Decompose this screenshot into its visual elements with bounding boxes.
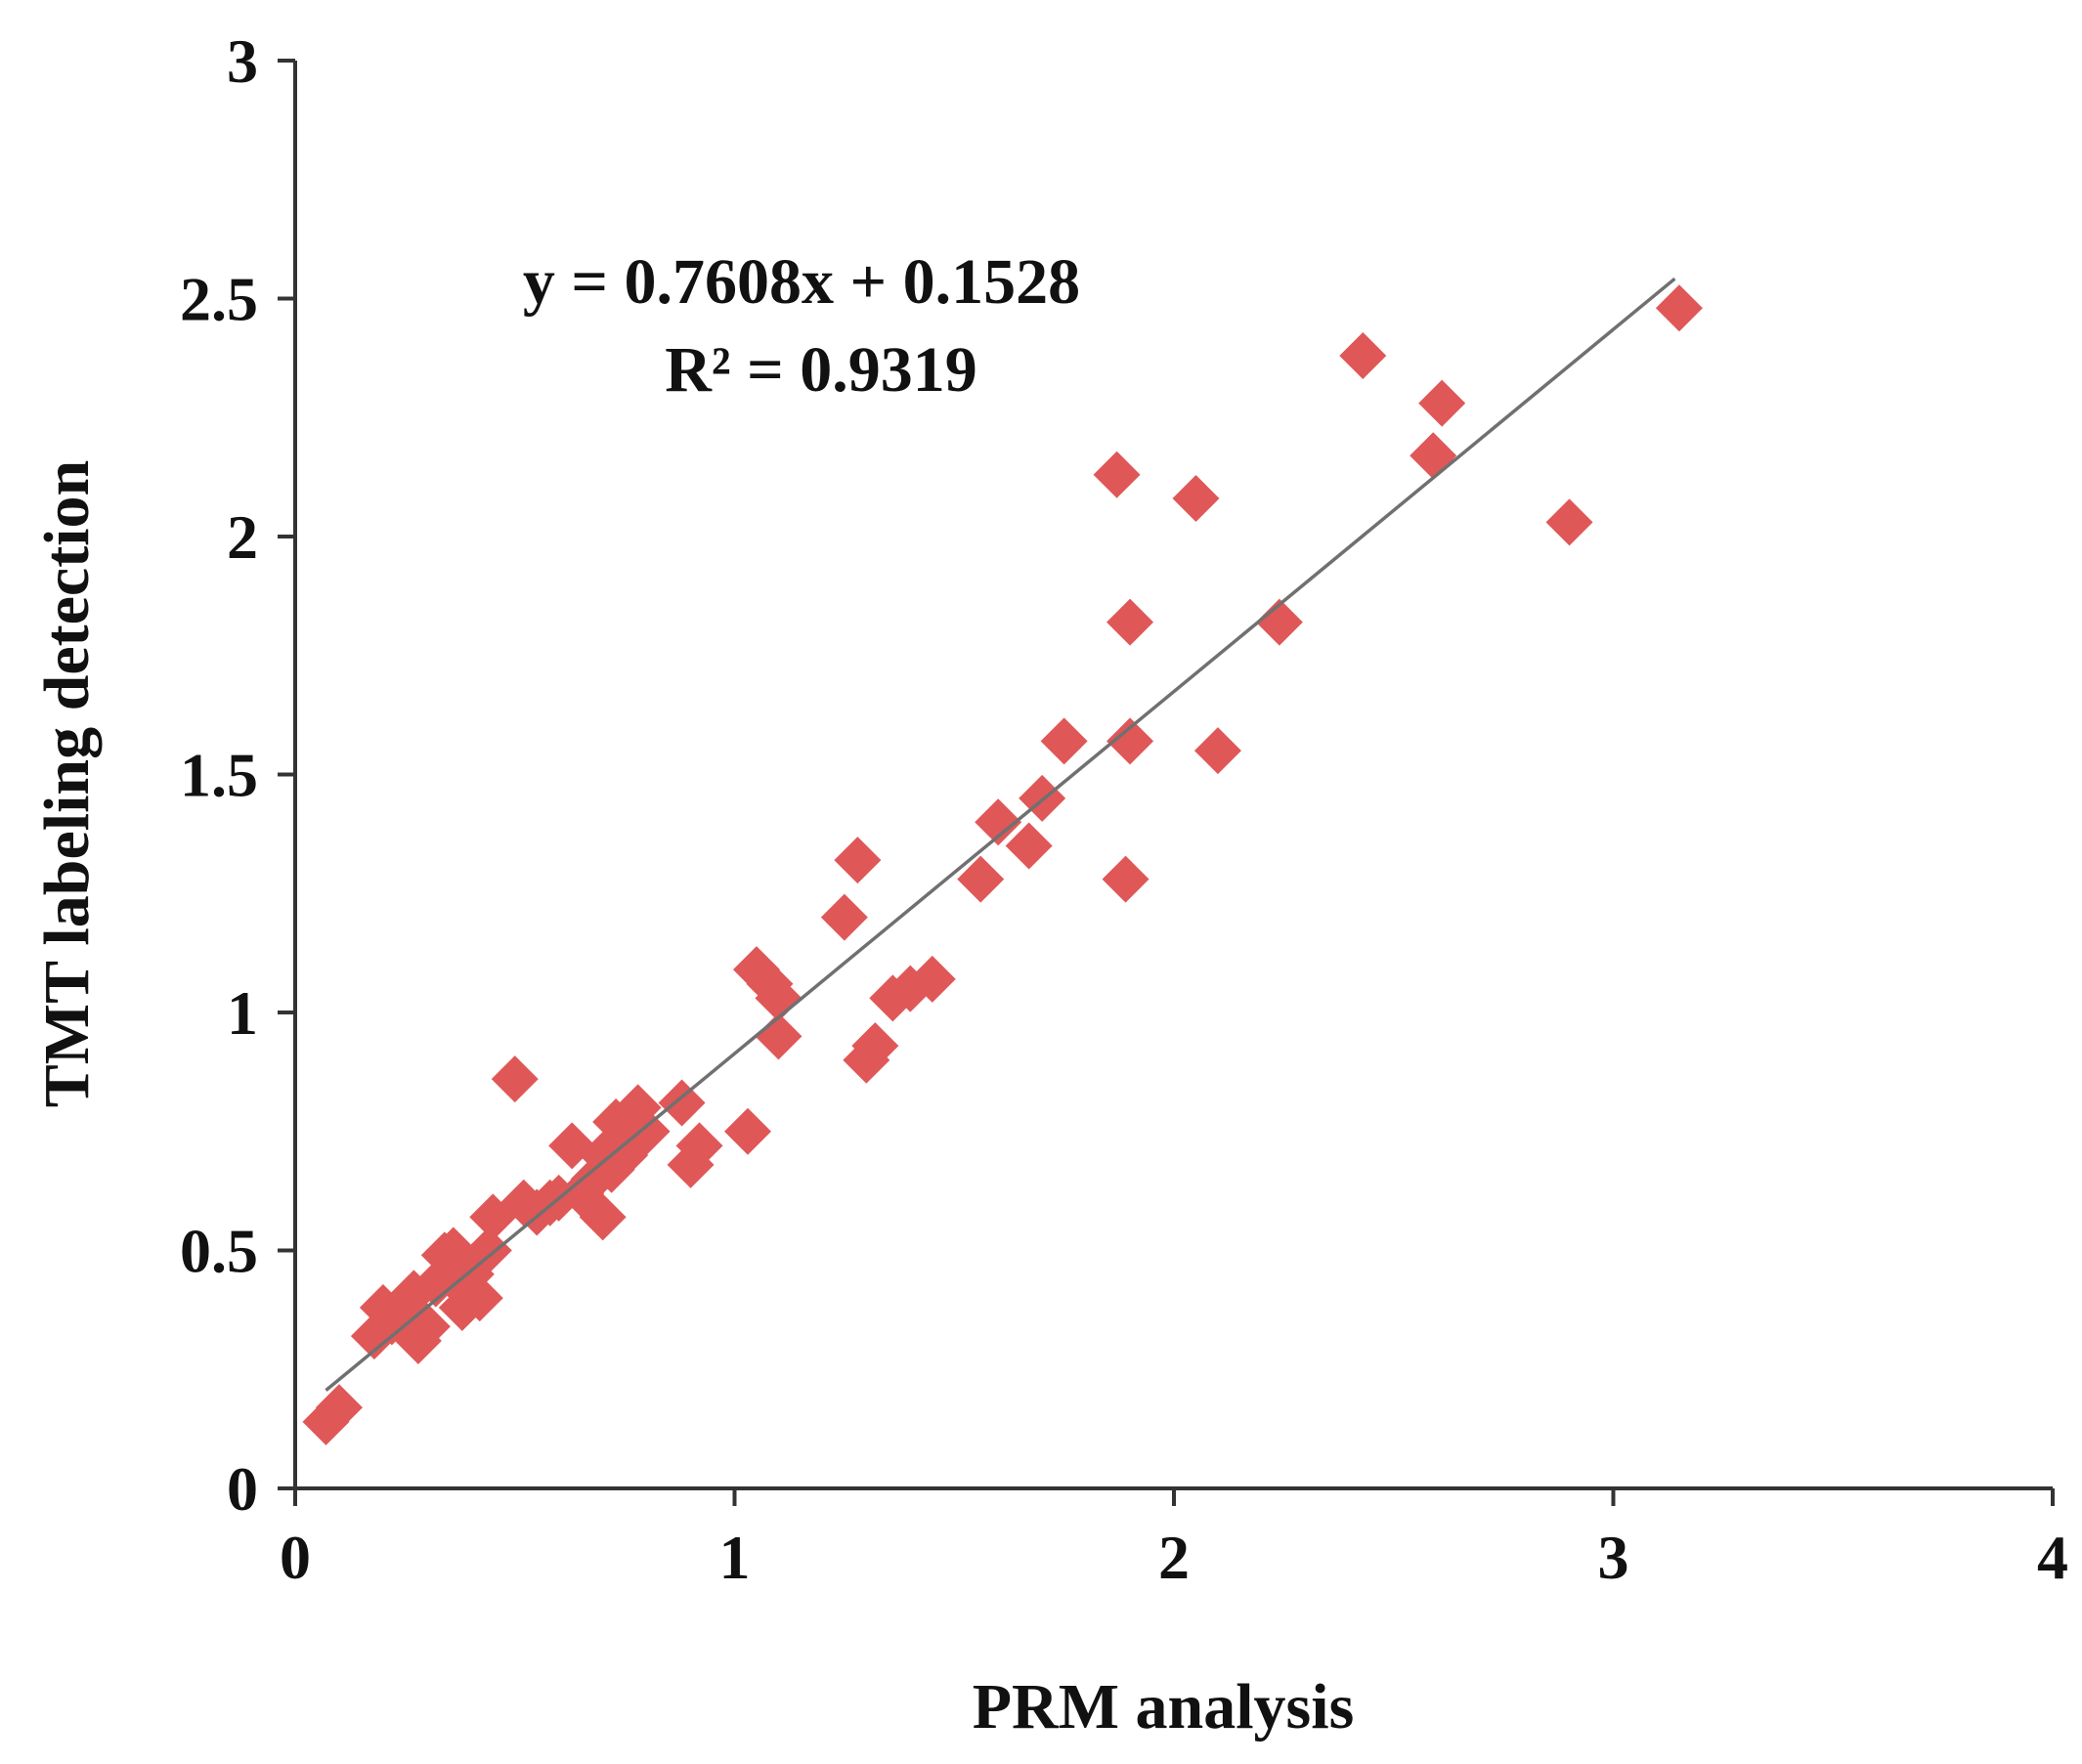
y-tick-label: 2 [227,502,258,572]
data-point [755,1012,802,1060]
y-tick-label: 0.5 [180,1217,258,1286]
data-point [1040,717,1088,765]
r-squared-label: R² = 0.9319 [665,334,977,406]
x-tick-label: 2 [1158,1523,1190,1592]
data-point [623,1107,671,1155]
data-point [1005,822,1053,870]
data-point [1418,379,1466,427]
data-point [1545,498,1593,546]
trendline-equation: y = 0.7608x + 0.1528 [523,246,1080,318]
data-point [469,1193,517,1241]
x-axis-ticks: 0 1 2 3 4 [280,1488,2068,1592]
data-point [464,1226,512,1274]
data-point [1172,475,1220,523]
data-point [1255,598,1303,646]
data-point [315,1384,363,1432]
data-point [579,1193,627,1241]
data-point [723,1107,771,1155]
x-tick-label: 3 [1598,1523,1629,1592]
trendline [325,277,1676,1393]
axes: 0 1 2 3 4 0 0.5 1 1.5 2 2.5 3 [180,26,2068,1592]
data-point [1339,331,1387,379]
data-points [302,284,1703,1445]
x-tick-label: 1 [719,1523,751,1592]
y-axis-title: TMT labeling detection [31,460,103,1107]
data-point [1410,432,1457,480]
data-point [975,798,1022,846]
y-tick-label: 1.5 [180,741,258,810]
data-point [1102,855,1149,903]
data-point [1106,717,1154,765]
y-tick-label: 0 [227,1454,258,1524]
data-point [1193,727,1241,775]
y-tick-label: 1 [227,978,258,1048]
data-point [675,1122,723,1170]
y-tick-label: 2.5 [180,265,258,334]
data-point [834,837,882,884]
data-point [851,1022,899,1070]
data-point [908,955,956,1003]
data-point [658,1079,706,1127]
data-point [455,1274,503,1322]
data-point [1093,451,1141,498]
y-tick-label: 3 [227,26,258,96]
x-tick-label: 4 [2037,1523,2068,1592]
x-tick-label: 0 [280,1523,311,1592]
data-point [1106,598,1154,646]
y-axis-ticks: 0 0.5 1 1.5 2 2.5 3 [180,26,295,1524]
data-point [957,855,1005,903]
data-point [491,1055,539,1103]
data-point [1655,284,1703,332]
data-point [820,893,868,941]
x-axis-title: PRM analysis [973,1671,1355,1742]
